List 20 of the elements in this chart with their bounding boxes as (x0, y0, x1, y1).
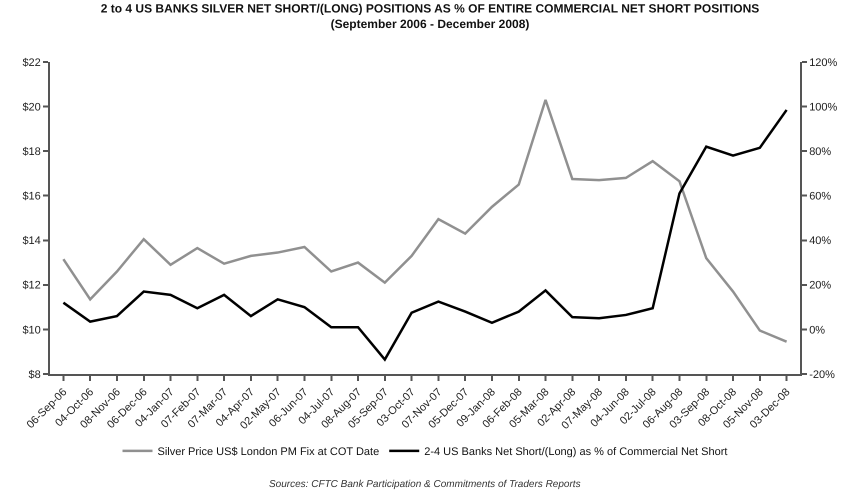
source-note: Sources: CFTC Bank Participation & Commitments of Traders Reports (269, 479, 581, 490)
y-tick-label: $10 (22, 324, 41, 336)
y2-tick-label: 0% (809, 324, 826, 336)
y-tick-label: $12 (22, 280, 41, 292)
y2-tick-label: 20% (809, 280, 832, 292)
y2-tick-label: 80% (809, 146, 832, 158)
y-tick-label: $16 (22, 190, 41, 203)
y-tick-label: $14 (22, 235, 41, 248)
y2-tick-label: 100% (809, 101, 838, 114)
y-tick-label: $8 (28, 368, 41, 381)
y2-tick-label: 60% (809, 190, 832, 203)
legend-label: 2-4 US Banks Net Short/(Long) as % of Commercial Net Short (424, 446, 728, 458)
y-tick-label: $22 (22, 56, 41, 69)
legend-label: Silver Price US$ London PM Fix at COT Date (158, 446, 380, 458)
y-tick-label: $18 (22, 146, 41, 158)
y2-tick-label: -20% (809, 368, 836, 381)
y2-tick-label: 120% (809, 56, 838, 69)
chart-title: 2 to 4 US BANKS SILVER NET SHORT/(LONG) POSITIONS AS % OF ENTIRE COMMERCIAL NET SHORT POSITIONS (September 2006 - December 2008) (100, 2, 760, 32)
y2-tick-label: 40% (809, 235, 832, 248)
y-tick-label: $20 (22, 101, 41, 114)
